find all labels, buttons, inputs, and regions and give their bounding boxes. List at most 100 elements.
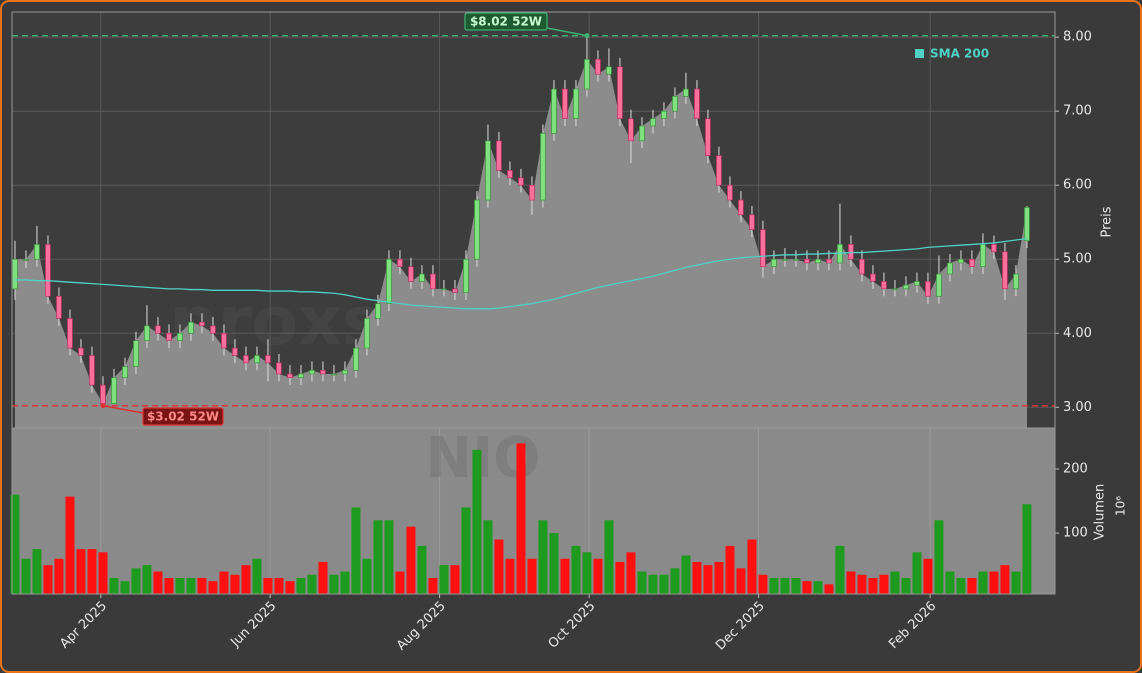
volume-bar: [978, 571, 988, 594]
candle-body: [760, 229, 766, 267]
candle-body: [936, 273, 942, 297]
volume-bar: [219, 571, 229, 594]
y-tick-label: 7.00: [1063, 104, 1092, 119]
volume-bar: [846, 571, 856, 594]
candle-body: [188, 321, 194, 334]
candle-body: [221, 332, 227, 349]
candle-body: [727, 184, 733, 201]
volume-bar: [714, 561, 724, 594]
volume-bar: [868, 577, 878, 594]
candle-body: [694, 88, 700, 119]
annotation-label: $8.02 52W: [470, 15, 542, 29]
candle-body: [1024, 207, 1030, 242]
candle-body: [111, 377, 117, 404]
volume-bar: [670, 568, 680, 594]
volume-bar: [32, 549, 42, 594]
candle-body: [870, 273, 876, 282]
annotation-label: $3.02 52W: [147, 410, 219, 424]
candle-body: [529, 184, 535, 201]
volume-bar: [65, 496, 75, 594]
volume-bar: [43, 565, 53, 594]
candle-body: [980, 244, 986, 267]
volume-bar: [329, 574, 339, 594]
candle-body: [144, 325, 150, 341]
candle-body: [617, 66, 623, 119]
volume-bar: [362, 558, 372, 594]
candle-body: [804, 258, 810, 264]
volume-bar: [21, 558, 31, 594]
candle-body: [705, 118, 711, 156]
candle-body: [969, 258, 975, 267]
volume-bar: [791, 577, 801, 594]
volume-bar: [648, 574, 658, 594]
y-tick-label: 8.00: [1063, 30, 1092, 45]
volume-bar: [483, 520, 493, 594]
candle-body: [408, 266, 414, 282]
volume-bar: [890, 571, 900, 594]
candle-body: [67, 318, 73, 349]
volume-bar: [582, 552, 592, 594]
volume-bar: [637, 571, 647, 594]
candle-body: [848, 244, 854, 260]
candle-body: [903, 284, 909, 290]
candle-body: [309, 369, 315, 375]
volume-bar: [98, 552, 108, 594]
candle-body: [661, 110, 667, 119]
candle-body: [199, 321, 205, 327]
volume-bar: [417, 545, 427, 594]
volume-bar: [241, 565, 251, 594]
volume-bar: [626, 552, 636, 594]
volume-bar: [824, 584, 834, 594]
candle-body: [639, 125, 645, 142]
y-tick-label: 3.00: [1063, 400, 1092, 415]
volume-bar: [703, 565, 713, 594]
volume-bar: [340, 571, 350, 594]
volume-bar: [153, 571, 163, 594]
volume-bar: [725, 545, 735, 594]
candle-body: [23, 258, 29, 261]
candle-body: [958, 258, 964, 264]
volume-bar: [120, 581, 130, 594]
legend-label: SMA 200: [930, 47, 989, 61]
candle-body: [540, 133, 546, 201]
candle-body: [947, 262, 953, 275]
volume-bar: [208, 581, 218, 594]
volume-bar: [692, 561, 702, 594]
volume-bar: [901, 577, 911, 594]
candle-body: [672, 96, 678, 112]
volume-bar: [406, 526, 416, 594]
y2-axis-scale: 10⁶: [1114, 496, 1128, 516]
candle-body: [419, 273, 425, 282]
candle-body: [782, 258, 788, 261]
volume-bar: [681, 555, 691, 594]
volume-bar: [604, 520, 614, 594]
volume-bar: [131, 568, 141, 594]
candle-body: [793, 258, 799, 261]
volume-bar: [780, 577, 790, 594]
volume-bar: [461, 507, 471, 594]
volume-bar: [197, 577, 207, 594]
volume-bar: [142, 565, 152, 594]
candle-body: [463, 258, 469, 293]
candle-body: [441, 288, 447, 291]
candle-body: [210, 325, 216, 334]
volume-bar: [450, 565, 460, 594]
volume-bar: [76, 549, 86, 594]
candle-body: [89, 355, 95, 386]
candle-body: [100, 384, 106, 404]
volume-bar: [879, 574, 889, 594]
volume-bar: [1000, 565, 1010, 594]
volume-bar: [967, 577, 977, 594]
candle-body: [892, 288, 898, 291]
annotation-box: [464, 12, 548, 31]
volume-bar: [835, 545, 845, 594]
volume-bar: [285, 581, 295, 594]
volume-bar: [538, 520, 548, 594]
volume-bar: [384, 520, 394, 594]
candle-body: [430, 273, 436, 290]
volume-bar: [549, 533, 559, 594]
y-axis-label: Preis: [1100, 206, 1115, 237]
volume-bar: [747, 539, 757, 594]
